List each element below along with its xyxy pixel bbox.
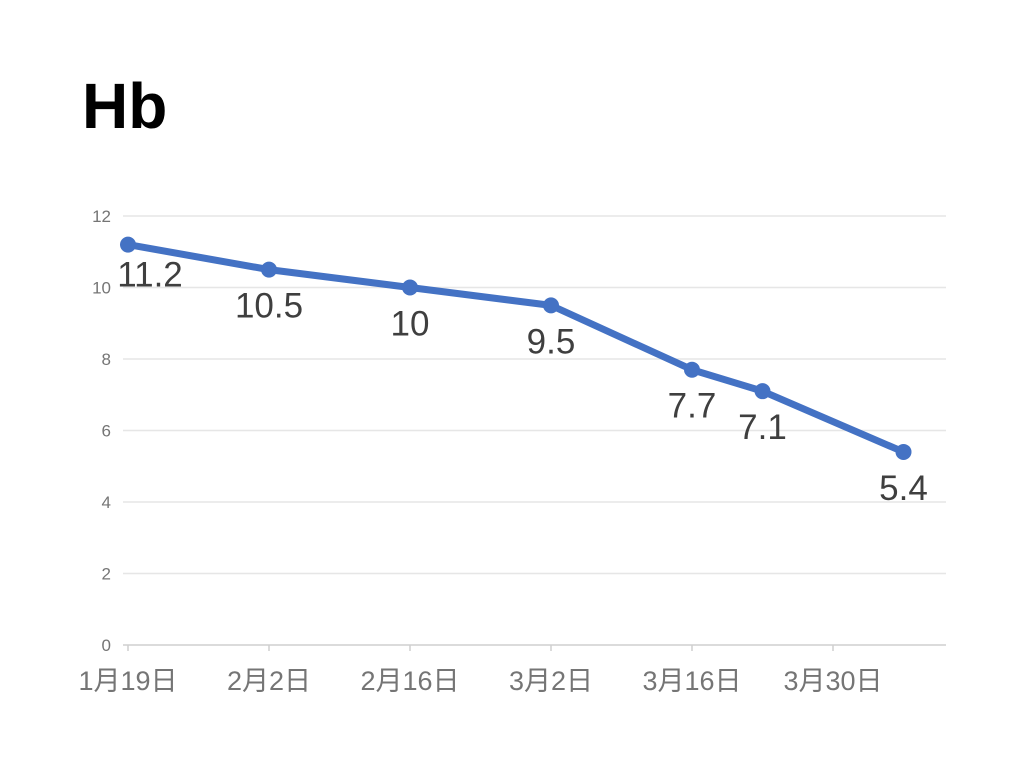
chart-title: Hb xyxy=(82,70,168,142)
y-axis-label-10: 10 xyxy=(92,279,111,298)
y-axis-label-2: 2 xyxy=(102,565,111,584)
data-point-5[interactable] xyxy=(754,383,771,400)
data-label-5: 7.1 xyxy=(738,408,787,447)
data-label-1: 10.5 xyxy=(235,287,303,326)
y-axis-label-12: 12 xyxy=(92,207,111,226)
x-axis-label-0: 1月19日 xyxy=(78,666,177,696)
y-axis-label-0: 0 xyxy=(102,636,111,655)
data-label-4: 7.7 xyxy=(668,387,717,426)
data-label-0: 11.2 xyxy=(117,256,183,295)
y-axis-label-6: 6 xyxy=(102,422,111,441)
data-point-2[interactable] xyxy=(402,279,418,296)
x-axis-label-1: 2月2日 xyxy=(227,666,311,696)
data-point-0[interactable] xyxy=(120,236,136,253)
x-axis-label-3: 3月2日 xyxy=(509,666,593,696)
series-line xyxy=(124,241,907,456)
data-label-2: 10 xyxy=(391,305,430,344)
x-axis-label-2: 2月16日 xyxy=(360,666,459,696)
data-label-3: 9.5 xyxy=(527,322,576,361)
data-point-4[interactable] xyxy=(684,361,700,378)
data-point-3[interactable] xyxy=(543,297,559,314)
y-axis-label-4: 4 xyxy=(102,493,111,512)
data-point-6[interactable] xyxy=(895,443,912,460)
x-axis-label-4: 3月16日 xyxy=(642,666,741,696)
x-axis-label-5: 3月30日 xyxy=(783,666,882,696)
data-label-6: 5.4 xyxy=(879,469,928,508)
y-axis-label-8: 8 xyxy=(102,350,111,369)
data-point-1[interactable] xyxy=(261,261,277,278)
